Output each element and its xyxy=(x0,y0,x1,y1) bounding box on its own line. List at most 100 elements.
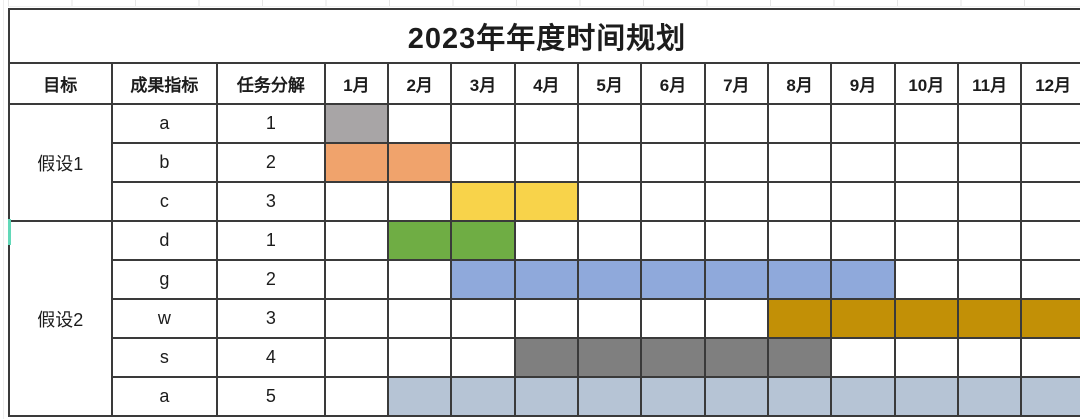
month-cell[interactable] xyxy=(893,142,959,183)
month-cell[interactable] xyxy=(766,220,833,261)
indicator-cell[interactable]: s xyxy=(110,337,219,378)
gantt-bar-cell[interactable] xyxy=(513,259,580,300)
gantt-bar-cell[interactable] xyxy=(703,259,769,300)
month-cell[interactable] xyxy=(766,181,833,222)
month-cell[interactable] xyxy=(703,220,769,261)
gantt-bar-cell[interactable] xyxy=(893,376,959,417)
task-cell[interactable]: 4 xyxy=(216,337,326,378)
month-cell[interactable] xyxy=(956,259,1023,300)
month-cell[interactable] xyxy=(893,337,959,378)
month-cell[interactable] xyxy=(640,220,706,261)
gantt-bar-cell[interactable] xyxy=(323,142,390,183)
month-cell[interactable] xyxy=(387,337,453,378)
month-cell[interactable] xyxy=(513,298,580,339)
month-cell[interactable] xyxy=(513,103,580,144)
indicator-cell[interactable]: w xyxy=(110,298,219,339)
month-cell[interactable] xyxy=(956,142,1023,183)
goal-cell[interactable]: 假设2 xyxy=(8,220,113,417)
month-cell[interactable] xyxy=(323,220,390,261)
month-cell[interactable] xyxy=(956,181,1023,222)
month-cell[interactable] xyxy=(703,181,769,222)
gantt-bar-cell[interactable] xyxy=(766,376,833,417)
goal-cell[interactable]: 假设1 xyxy=(8,103,113,222)
gantt-bar-cell[interactable] xyxy=(830,298,896,339)
gantt-bar-cell[interactable] xyxy=(640,259,706,300)
month-cell[interactable] xyxy=(323,259,390,300)
month-cell[interactable] xyxy=(830,220,896,261)
gantt-bar-cell[interactable] xyxy=(576,376,643,417)
month-cell[interactable] xyxy=(1020,259,1080,300)
month-cell[interactable] xyxy=(830,103,896,144)
indicator-cell[interactable]: g xyxy=(110,259,219,300)
gantt-bar-cell[interactable] xyxy=(323,103,390,144)
task-cell[interactable]: 1 xyxy=(216,220,326,261)
month-cell[interactable] xyxy=(640,142,706,183)
month-cell[interactable] xyxy=(513,142,580,183)
task-cell[interactable]: 1 xyxy=(216,103,326,144)
month-cell[interactable] xyxy=(450,337,516,378)
gantt-bar-cell[interactable] xyxy=(956,376,1023,417)
gantt-bar-cell[interactable] xyxy=(576,337,643,378)
month-cell[interactable] xyxy=(576,220,643,261)
gantt-bar-cell[interactable] xyxy=(766,298,833,339)
gantt-bar-cell[interactable] xyxy=(387,142,453,183)
month-cell[interactable] xyxy=(640,103,706,144)
task-cell[interactable]: 2 xyxy=(216,142,326,183)
month-cell[interactable] xyxy=(830,337,896,378)
gantt-bar-cell[interactable] xyxy=(450,376,516,417)
gantt-bar-cell[interactable] xyxy=(1020,298,1080,339)
task-cell[interactable]: 3 xyxy=(216,298,326,339)
month-cell[interactable] xyxy=(893,220,959,261)
month-cell[interactable] xyxy=(323,376,390,417)
task-cell[interactable]: 3 xyxy=(216,181,326,222)
month-cell[interactable] xyxy=(640,298,706,339)
gantt-bar-cell[interactable] xyxy=(1020,376,1080,417)
gantt-bar-cell[interactable] xyxy=(450,259,516,300)
month-cell[interactable] xyxy=(576,298,643,339)
gantt-bar-cell[interactable] xyxy=(513,376,580,417)
gantt-bar-cell[interactable] xyxy=(450,220,516,261)
month-cell[interactable] xyxy=(450,298,516,339)
month-cell[interactable] xyxy=(766,142,833,183)
month-cell[interactable] xyxy=(387,298,453,339)
gantt-bar-cell[interactable] xyxy=(450,181,516,222)
indicator-cell[interactable]: a xyxy=(110,376,219,417)
gantt-bar-cell[interactable] xyxy=(956,298,1023,339)
month-cell[interactable] xyxy=(893,181,959,222)
month-cell[interactable] xyxy=(830,142,896,183)
gantt-bar-cell[interactable] xyxy=(513,337,580,378)
gantt-bar-cell[interactable] xyxy=(766,337,833,378)
month-cell[interactable] xyxy=(893,259,959,300)
month-cell[interactable] xyxy=(1020,181,1080,222)
selection-handle[interactable] xyxy=(8,219,11,245)
gantt-bar-cell[interactable] xyxy=(766,259,833,300)
month-cell[interactable] xyxy=(387,259,453,300)
month-cell[interactable] xyxy=(640,181,706,222)
month-cell[interactable] xyxy=(513,220,580,261)
month-cell[interactable] xyxy=(830,181,896,222)
gantt-bar-cell[interactable] xyxy=(387,220,453,261)
month-cell[interactable] xyxy=(703,298,769,339)
month-cell[interactable] xyxy=(1020,142,1080,183)
gantt-bar-cell[interactable] xyxy=(640,376,706,417)
indicator-cell[interactable]: a xyxy=(110,103,219,144)
month-cell[interactable] xyxy=(387,181,453,222)
gantt-bar-cell[interactable] xyxy=(703,337,769,378)
gantt-bar-cell[interactable] xyxy=(830,376,896,417)
month-cell[interactable] xyxy=(450,142,516,183)
month-cell[interactable] xyxy=(323,337,390,378)
month-cell[interactable] xyxy=(956,220,1023,261)
task-cell[interactable]: 2 xyxy=(216,259,326,300)
month-cell[interactable] xyxy=(956,337,1023,378)
indicator-cell[interactable]: d xyxy=(110,220,219,261)
month-cell[interactable] xyxy=(956,103,1023,144)
month-cell[interactable] xyxy=(387,103,453,144)
indicator-cell[interactable]: c xyxy=(110,181,219,222)
month-cell[interactable] xyxy=(323,181,390,222)
month-cell[interactable] xyxy=(703,103,769,144)
gantt-bar-cell[interactable] xyxy=(576,259,643,300)
gantt-bar-cell[interactable] xyxy=(703,376,769,417)
gantt-bar-cell[interactable] xyxy=(513,181,580,222)
month-cell[interactable] xyxy=(1020,337,1080,378)
indicator-cell[interactable]: b xyxy=(110,142,219,183)
